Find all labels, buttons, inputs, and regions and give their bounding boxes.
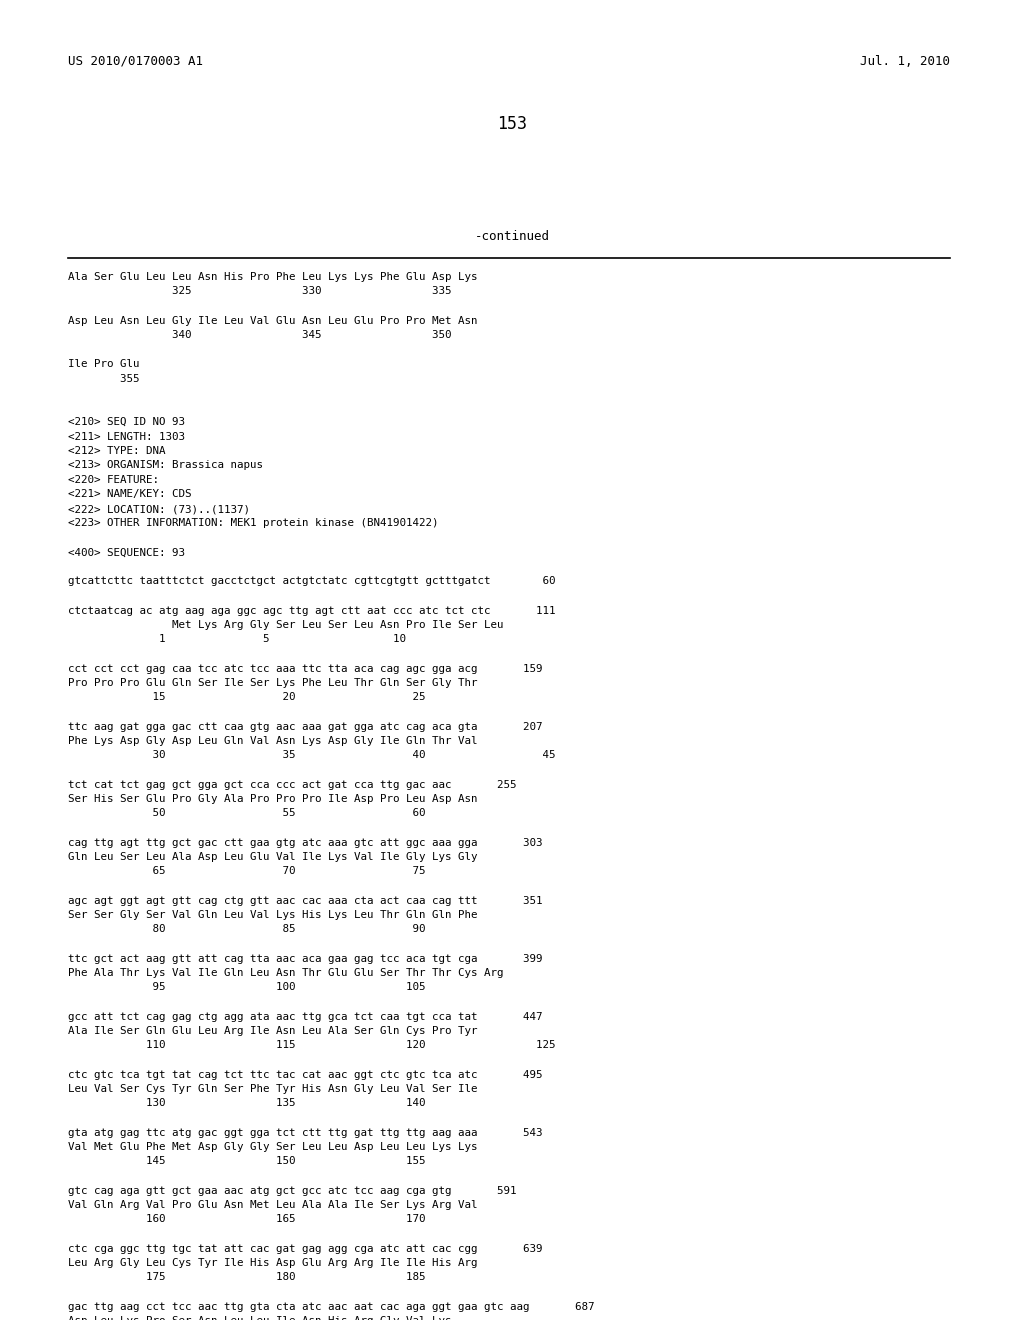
Text: 340                 345                 350: 340 345 350 — [68, 330, 452, 341]
Text: 160                 165                 170: 160 165 170 — [68, 1214, 426, 1225]
Text: 30                  35                  40                  45: 30 35 40 45 — [68, 751, 555, 760]
Text: Ala Ile Ser Gln Glu Leu Arg Ile Asn Leu Ala Ser Gln Cys Pro Tyr: Ala Ile Ser Gln Glu Leu Arg Ile Asn Leu … — [68, 1026, 477, 1036]
Text: ctctaatcag ac atg aag aga ggc agc ttg agt ctt aat ccc atc tct ctc       111: ctctaatcag ac atg aag aga ggc agc ttg ag… — [68, 606, 555, 615]
Text: 130                 135                 140: 130 135 140 — [68, 1098, 426, 1109]
Text: gcc att tct cag gag ctg agg ata aac ttg gca tct caa tgt cca tat       447: gcc att tct cag gag ctg agg ata aac ttg … — [68, 1011, 543, 1022]
Text: Leu Arg Gly Leu Cys Tyr Ile His Asp Glu Arg Arg Ile Ile His Arg: Leu Arg Gly Leu Cys Tyr Ile His Asp Glu … — [68, 1258, 477, 1269]
Text: 110                 115                 120                 125: 110 115 120 125 — [68, 1040, 555, 1051]
Text: gtc cag aga gtt gct gaa aac atg gct gcc atc tcc aag cga gtg       591: gtc cag aga gtt gct gaa aac atg gct gcc … — [68, 1185, 516, 1196]
Text: Val Met Glu Phe Met Asp Gly Gly Ser Leu Leu Asp Leu Leu Lys Lys: Val Met Glu Phe Met Asp Gly Gly Ser Leu … — [68, 1142, 477, 1152]
Text: Val Gln Arg Val Pro Glu Asn Met Leu Ala Ala Ile Ser Lys Arg Val: Val Gln Arg Val Pro Glu Asn Met Leu Ala … — [68, 1200, 477, 1210]
Text: Phe Lys Asp Gly Asp Leu Gln Val Asn Lys Asp Gly Ile Gln Thr Val: Phe Lys Asp Gly Asp Leu Gln Val Asn Lys … — [68, 737, 477, 746]
Text: Pro Pro Pro Glu Gln Ser Ile Ser Lys Phe Leu Thr Gln Ser Gly Thr: Pro Pro Pro Glu Gln Ser Ile Ser Lys Phe … — [68, 678, 477, 688]
Text: 325                 330                 335: 325 330 335 — [68, 286, 452, 297]
Text: <222> LOCATION: (73)..(1137): <222> LOCATION: (73)..(1137) — [68, 504, 250, 513]
Text: 153: 153 — [497, 115, 527, 133]
Text: <213> ORGANISM: Brassica napus: <213> ORGANISM: Brassica napus — [68, 461, 263, 470]
Text: ttc aag gat gga gac ctt caa gtg aac aaa gat gga atc cag aca gta       207: ttc aag gat gga gac ctt caa gtg aac aaa … — [68, 722, 543, 731]
Text: 15                  20                  25: 15 20 25 — [68, 693, 426, 702]
Text: <221> NAME/KEY: CDS: <221> NAME/KEY: CDS — [68, 490, 191, 499]
Text: gtcattcttc taatttctct gacctctgct actgtctatc cgttcgtgtt gctttgatct        60: gtcattcttc taatttctct gacctctgct actgtct… — [68, 577, 555, 586]
Text: <400> SEQUENCE: 93: <400> SEQUENCE: 93 — [68, 548, 185, 557]
Text: <210> SEQ ID NO 93: <210> SEQ ID NO 93 — [68, 417, 185, 426]
Text: <211> LENGTH: 1303: <211> LENGTH: 1303 — [68, 432, 185, 441]
Text: cct cct cct gag caa tcc atc tcc aaa ttc tta aca cag agc gga acg       159: cct cct cct gag caa tcc atc tcc aaa ttc … — [68, 664, 543, 673]
Text: Ile Pro Glu: Ile Pro Glu — [68, 359, 139, 370]
Text: ctc gtc tca tgt tat cag tct ttc tac cat aac ggt ctc gtc tca atc       495: ctc gtc tca tgt tat cag tct ttc tac cat … — [68, 1069, 543, 1080]
Text: -continued: -continued — [474, 230, 550, 243]
Text: Ala Ser Glu Leu Leu Asn His Pro Phe Leu Lys Lys Phe Glu Asp Lys: Ala Ser Glu Leu Leu Asn His Pro Phe Leu … — [68, 272, 477, 282]
Text: Jul. 1, 2010: Jul. 1, 2010 — [860, 55, 950, 69]
Text: gac ttg aag cct tcc aac ttg gta cta atc aac aat cac aga ggt gaa gtc aag       68: gac ttg aag cct tcc aac ttg gta cta atc … — [68, 1302, 595, 1312]
Text: 50                  55                  60: 50 55 60 — [68, 808, 426, 818]
Text: cag ttg agt ttg gct gac ctt gaa gtg atc aaa gtc att ggc aaa gga       303: cag ttg agt ttg gct gac ctt gaa gtg atc … — [68, 837, 543, 847]
Text: Met Lys Arg Gly Ser Leu Ser Leu Asn Pro Ile Ser Leu: Met Lys Arg Gly Ser Leu Ser Leu Asn Pro … — [68, 620, 504, 630]
Text: 1               5                   10: 1 5 10 — [68, 635, 406, 644]
Text: 355: 355 — [68, 374, 139, 384]
Text: Ser His Ser Glu Pro Gly Ala Pro Pro Pro Ile Asp Pro Leu Asp Asn: Ser His Ser Glu Pro Gly Ala Pro Pro Pro … — [68, 795, 477, 804]
Text: Phe Ala Thr Lys Val Ile Gln Leu Asn Thr Glu Glu Ser Thr Thr Cys Arg: Phe Ala Thr Lys Val Ile Gln Leu Asn Thr … — [68, 968, 504, 978]
Text: 145                 150                 155: 145 150 155 — [68, 1156, 426, 1167]
Text: 65                  70                  75: 65 70 75 — [68, 866, 426, 876]
Text: Asp Leu Asn Leu Gly Ile Leu Val Glu Asn Leu Glu Pro Pro Met Asn: Asp Leu Asn Leu Gly Ile Leu Val Glu Asn … — [68, 315, 477, 326]
Text: Leu Val Ser Cys Tyr Gln Ser Phe Tyr His Asn Gly Leu Val Ser Ile: Leu Val Ser Cys Tyr Gln Ser Phe Tyr His … — [68, 1084, 477, 1094]
Text: tct cat tct gag gct gga gct cca ccc act gat cca ttg gac aac       255: tct cat tct gag gct gga gct cca ccc act … — [68, 780, 516, 789]
Text: <220> FEATURE:: <220> FEATURE: — [68, 475, 159, 484]
Text: Gln Leu Ser Leu Ala Asp Leu Glu Val Ile Lys Val Ile Gly Lys Gly: Gln Leu Ser Leu Ala Asp Leu Glu Val Ile … — [68, 851, 477, 862]
Text: 175                 180                 185: 175 180 185 — [68, 1272, 426, 1283]
Text: US 2010/0170003 A1: US 2010/0170003 A1 — [68, 55, 203, 69]
Text: gta atg gag ttc atg gac ggt gga tct ctt ttg gat ttg ttg aag aaa       543: gta atg gag ttc atg gac ggt gga tct ctt … — [68, 1127, 543, 1138]
Text: Asp Leu Lys Pro Ser Asn Leu Leu Ile Asn His Arg Gly Val Lys: Asp Leu Lys Pro Ser Asn Leu Leu Ile Asn … — [68, 1316, 452, 1320]
Text: ctc cga ggc ttg tgc tat att cac gat gag agg cga atc att cac cgg       639: ctc cga ggc ttg tgc tat att cac gat gag … — [68, 1243, 543, 1254]
Text: agc agt ggt agt gtt cag ctg gtt aac cac aaa cta act caa cag ttt       351: agc agt ggt agt gtt cag ctg gtt aac cac … — [68, 895, 543, 906]
Text: Ser Ser Gly Ser Val Gln Leu Val Lys His Lys Leu Thr Gln Gln Phe: Ser Ser Gly Ser Val Gln Leu Val Lys His … — [68, 909, 477, 920]
Text: <223> OTHER INFORMATION: MEK1 protein kinase (BN41901422): <223> OTHER INFORMATION: MEK1 protein ki… — [68, 519, 438, 528]
Text: ttc gct act aag gtt att cag tta aac aca gaa gag tcc aca tgt cga       399: ttc gct act aag gtt att cag tta aac aca … — [68, 953, 543, 964]
Text: 80                  85                  90: 80 85 90 — [68, 924, 426, 935]
Text: <212> TYPE: DNA: <212> TYPE: DNA — [68, 446, 166, 455]
Text: 95                 100                 105: 95 100 105 — [68, 982, 426, 993]
